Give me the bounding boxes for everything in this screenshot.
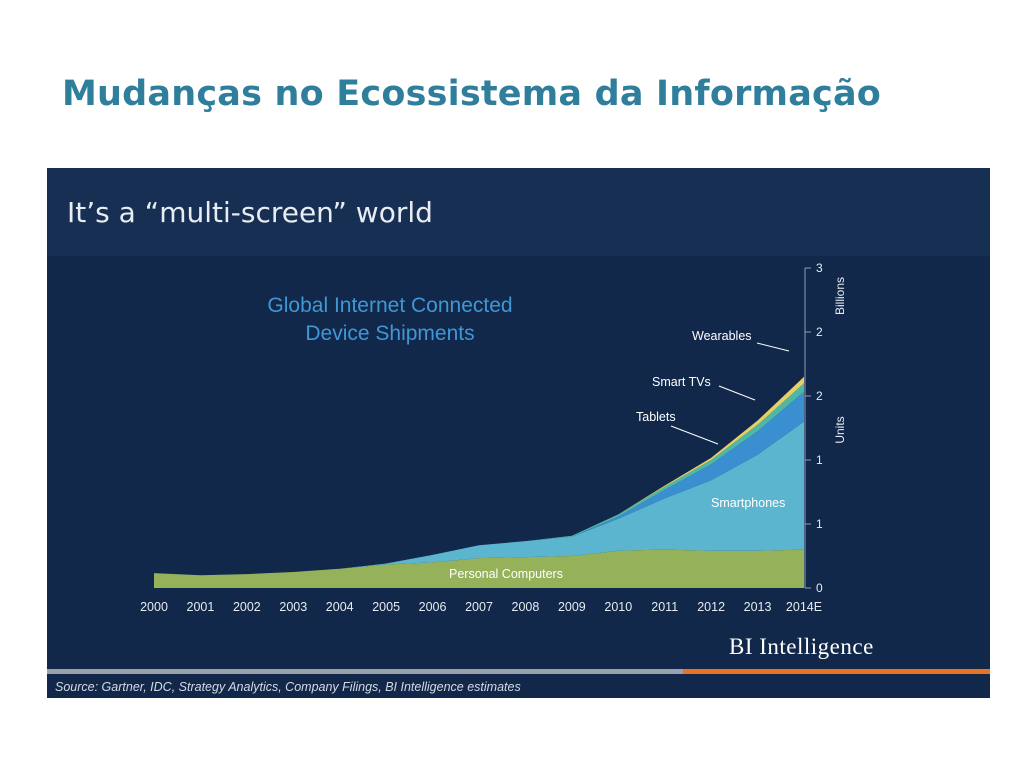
slide-title: Mudanças no Ecossistema da Informação <box>62 74 882 114</box>
x-tick-label: 2006 <box>419 600 447 614</box>
chart-title-line-2: Device Shipments <box>305 322 474 345</box>
x-tick-label: 2005 <box>372 600 400 614</box>
leader-line-wearables <box>756 342 790 352</box>
x-tick-label: 2012 <box>697 600 725 614</box>
leader-line-tablets <box>670 425 719 445</box>
x-tick-label: 2008 <box>512 600 540 614</box>
panel-header: It’s a “multi-screen” world <box>47 168 990 256</box>
leader-line-smart-tvs <box>718 385 756 401</box>
footer-rule-gray <box>47 669 683 674</box>
label-tablets: Tablets <box>636 410 676 424</box>
y-axis-label-billions: Billions <box>833 277 847 315</box>
x-tick-label: 2007 <box>465 600 493 614</box>
x-tick-label: 2010 <box>604 600 632 614</box>
area-series-personal-computers <box>154 549 804 588</box>
footer-rule-orange <box>683 669 990 674</box>
x-tick-label: 2004 <box>326 600 354 614</box>
x-tick-label: 2014E <box>786 600 822 614</box>
panel-heading: It’s a “multi-screen” world <box>67 196 433 229</box>
x-tick-label: 2011 <box>651 600 678 614</box>
area-chart: 0 1 1 2 2 3 2000 2001 2002 2003 2004 2005 2006 2007 20… <box>140 261 847 614</box>
x-tick-label: 2013 <box>744 600 772 614</box>
y-tick-label: 2 <box>816 389 823 403</box>
y-tick-label: 1 <box>816 453 823 467</box>
y-tick-label: 0 <box>816 581 823 595</box>
y-tick-label: 1 <box>816 517 823 531</box>
y-tick-label: 2 <box>816 325 823 339</box>
label-smartphones: Smartphones <box>711 496 785 510</box>
label-wearables: Wearables <box>692 329 752 343</box>
label-personal-computers: Personal Computers <box>449 567 563 581</box>
x-tick-label: 2003 <box>279 600 307 614</box>
x-tick-label: 2001 <box>187 600 215 614</box>
y-tick-label: 3 <box>816 261 823 275</box>
y-axis-label-units: Units <box>833 416 847 443</box>
label-smart-tvs: Smart TVs <box>652 375 711 389</box>
x-tick-label: 2000 <box>140 600 168 614</box>
x-tick-label: 2002 <box>233 600 261 614</box>
chart-panel: It’s a “multi-screen” world 0 1 1 2 2 3 2000 20… <box>47 168 990 698</box>
bi-intelligence-logo: BI Intelligence <box>729 634 874 659</box>
area-series-smartphones <box>154 421 804 576</box>
source-note: Source: Gartner, IDC, Strategy Analytics… <box>55 680 521 694</box>
chart-title-line-1: Global Internet Connected <box>267 294 512 317</box>
x-tick-label: 2009 <box>558 600 586 614</box>
